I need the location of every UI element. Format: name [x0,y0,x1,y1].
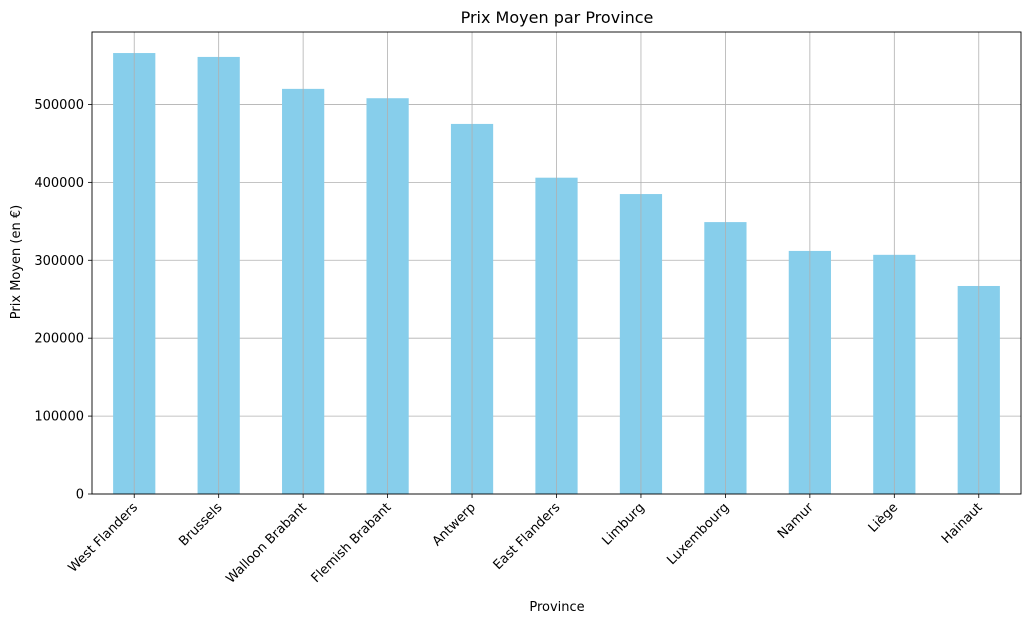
y-tick-label: 500000 [34,98,84,113]
x-tick-label: Luxembourg [664,500,732,568]
y-axis-label: Prix Moyen (en €) [9,205,24,319]
x-tick-label: Hainaut [939,500,986,547]
x-tick-label: Flemish Brabant [309,500,395,586]
chart-title: Prix Moyen par Province [461,8,654,27]
x-tick-label: Walloon Brabant [223,500,309,586]
vertical-grid-layer [133,32,980,494]
x-tick-label: East Flanders [491,500,564,573]
x-tick-label: Antwerp [430,500,479,549]
ticks-layer: 0 100000 200000 300000 400000 500000 West Flan… [34,98,985,587]
x-axis-label: Province [529,600,584,615]
x-tick-label: Brussels [176,500,225,549]
y-tick-label: 100000 [34,410,84,425]
y-tick-label: 200000 [34,332,84,347]
y-tick-label: 400000 [34,176,84,191]
y-tick-label: 0 [76,488,84,503]
x-tick-label: Liège [866,500,901,535]
x-tick-label: West Flanders [66,500,142,576]
x-tick-label: Namur [775,500,817,542]
y-tick-label: 300000 [34,254,84,269]
x-tick-label: Limburg [599,500,647,548]
